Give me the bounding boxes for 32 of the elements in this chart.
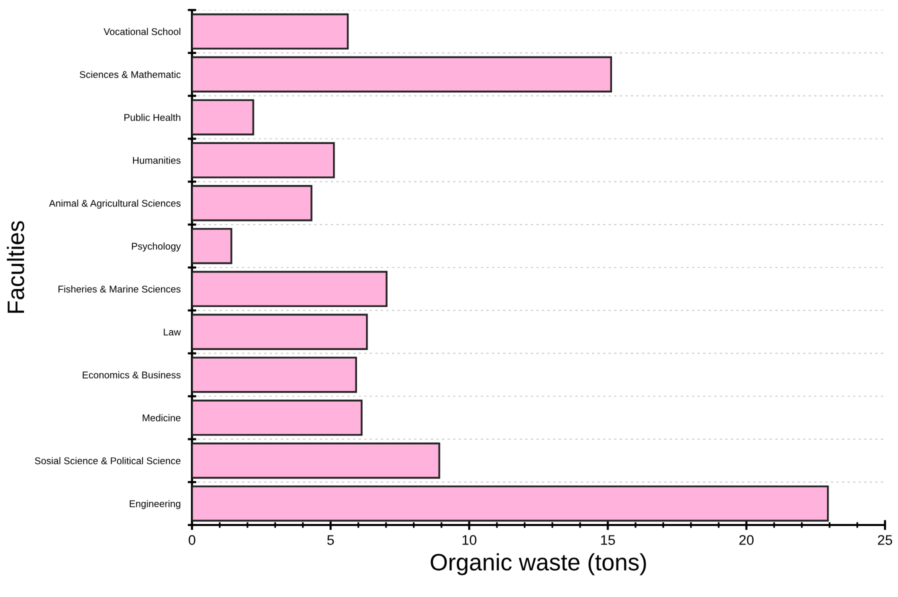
y-tick-label: Sciences & Mathematic [80,70,181,78]
y-tick-label: Engineering [130,500,180,510]
bar [192,270,388,308]
bar [192,400,363,436]
y-tick-label: Law [164,328,181,336]
y-tick-label: Public Health [124,114,180,121]
x-tick-label: 25 [878,535,892,545]
x-tick-label: 10 [462,535,476,545]
y-tick-label: Fisheries & Marine Sciences [58,285,181,293]
bar [192,99,254,136]
y-tick-label: Economics & Business [82,371,181,378]
y-tick-label: Psychology [132,242,181,252]
y-tick-label: Medicine [142,414,180,422]
y-axis-title: Faculties [6,221,24,313]
x-axis-title: Organic waste (tons) [430,553,646,576]
bar [192,142,335,178]
y-tick-label: Animal & Agricultural Sciences [49,200,181,209]
bar [192,314,368,350]
bar [192,56,612,92]
y-tick-label: Humanities [133,156,181,164]
bar [192,356,358,393]
bar [192,442,440,479]
x-tick-label: 20 [739,535,754,545]
x-tick-label: 5 [327,535,334,545]
x-tick-label: 0 [188,535,196,545]
bar [192,185,312,222]
x-tick-label: 15 [601,535,615,545]
bar [192,13,349,50]
y-tick-label: Sosial Science & Political Science [34,457,180,464]
bar [192,228,232,264]
bar [192,485,829,522]
y-tick-label: Vocational School [104,28,180,36]
